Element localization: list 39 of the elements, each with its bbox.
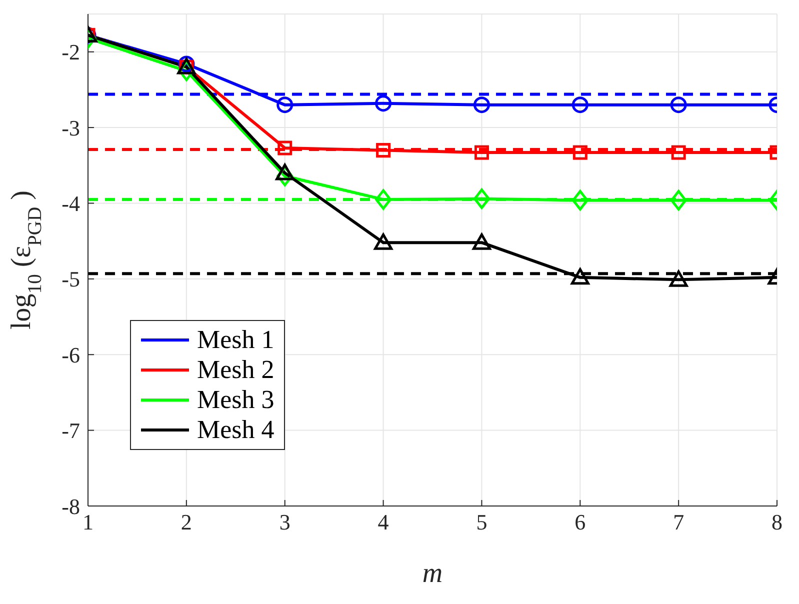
point [375, 95, 392, 112]
point [572, 190, 588, 210]
point [376, 142, 391, 158]
legend-label: Mesh 3 [197, 385, 274, 415]
point [276, 164, 294, 180]
point [473, 188, 490, 209]
point [474, 145, 489, 160]
y-tick-label: -2 [62, 40, 80, 65]
x-tick-label: 2 [180, 510, 192, 535]
point [278, 140, 292, 156]
point [570, 268, 590, 285]
x-tick-label: 3 [279, 510, 290, 535]
y-tick-label: -8 [62, 494, 80, 519]
y-tick-label: -5 [62, 266, 80, 292]
legend-label: Mesh 4 [197, 415, 274, 445]
point [572, 96, 588, 114]
point [473, 96, 490, 114]
point [375, 189, 392, 210]
y-tick-label: -4 [62, 191, 80, 216]
point [671, 145, 686, 160]
x-tick-label: 5 [476, 510, 488, 535]
y-tick-label: -3 [62, 115, 80, 140]
point [669, 270, 688, 287]
x-tick-label: 8 [772, 510, 782, 535]
point [276, 96, 294, 114]
point [374, 233, 393, 250]
x-tick-label: 6 [574, 510, 586, 535]
point [670, 96, 687, 114]
legend-label: Mesh 1 [197, 325, 274, 355]
y-tick-label: -7 [62, 418, 80, 444]
legend-label: Mesh 2 [197, 355, 274, 385]
y-tick-label: -6 [62, 342, 80, 368]
point [472, 233, 491, 250]
point [670, 190, 687, 210]
x-tick-label: 7 [673, 510, 684, 535]
x-tick-label: 4 [378, 510, 389, 535]
x-axis-title: m [422, 558, 443, 589]
point [572, 145, 588, 160]
x-tick-label: 1 [82, 510, 94, 535]
